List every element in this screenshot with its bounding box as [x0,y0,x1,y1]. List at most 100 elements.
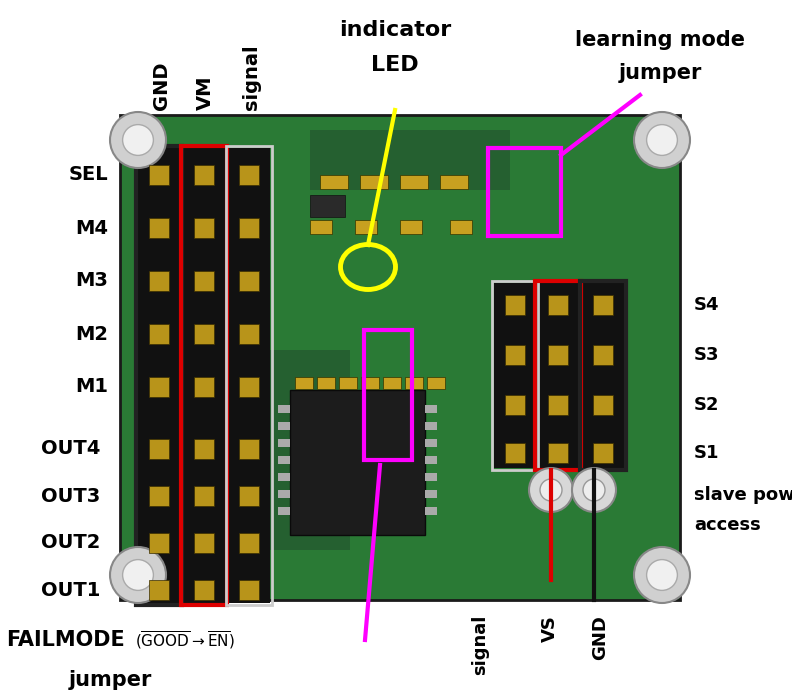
Text: M3: M3 [75,272,108,290]
Bar [425,422,437,430]
Bar [239,324,259,344]
Bar [290,390,425,535]
Bar [194,165,214,185]
Bar [181,146,227,605]
Bar [492,281,538,470]
Circle shape [110,112,166,168]
Circle shape [646,125,677,155]
Bar [149,324,169,344]
Text: OUT3: OUT3 [40,486,100,505]
Bar [278,473,290,481]
Bar [278,439,290,447]
Bar [364,330,412,460]
Bar [278,507,290,515]
Bar [317,377,335,389]
Bar [120,115,680,600]
Bar [339,377,357,389]
Bar [593,345,613,365]
Bar [310,220,332,234]
Text: ($\overline{\rm GOOD}{\rightarrow}\overline{\rm EN}$): ($\overline{\rm GOOD}{\rightarrow}\overl… [135,629,235,651]
Text: M4: M4 [75,218,108,237]
Bar [149,271,169,291]
Text: access: access [694,516,761,534]
Bar [593,443,613,463]
Bar [194,486,214,506]
Bar [400,220,422,234]
Bar [136,146,182,605]
Bar [548,345,568,365]
Bar [239,533,259,553]
Text: OUT2: OUT2 [40,533,100,552]
Bar [149,439,169,459]
Bar [239,377,259,397]
Bar [425,473,437,481]
Bar [228,148,270,603]
Bar [582,283,624,468]
Bar [450,220,472,234]
Bar [537,283,579,468]
Text: M2: M2 [75,325,108,344]
Text: indicator: indicator [339,20,451,40]
Bar [400,175,428,189]
Bar [355,220,377,234]
Bar [149,218,169,238]
Circle shape [646,559,677,590]
Bar [440,175,468,189]
Bar [361,377,379,389]
Text: GND: GND [153,62,172,110]
Bar [194,324,214,344]
Text: VS: VS [541,615,559,642]
Bar [239,218,259,238]
Bar [405,377,423,389]
Text: jumper: jumper [619,63,702,83]
Text: OUT1: OUT1 [40,580,100,599]
Bar [310,195,345,217]
Bar [183,148,225,603]
Circle shape [123,125,154,155]
Bar [250,350,350,550]
Bar [149,533,169,553]
Text: signal: signal [471,615,489,675]
Text: M1: M1 [75,377,108,396]
Bar [239,439,259,459]
Bar [138,148,180,603]
Bar [278,422,290,430]
Bar [427,377,445,389]
Circle shape [572,468,616,512]
Bar [488,148,561,236]
Text: S3: S3 [694,346,719,364]
Bar [425,405,437,413]
Bar [149,165,169,185]
Bar [425,490,437,498]
Text: SEL: SEL [68,165,108,185]
Bar [149,486,169,506]
Bar [278,456,290,464]
Bar [505,443,525,463]
Bar [360,175,388,189]
Bar [320,175,348,189]
Circle shape [634,112,690,168]
Bar [295,377,313,389]
Bar [239,580,259,600]
Bar [593,295,613,315]
Text: S1: S1 [694,444,719,462]
Text: GND: GND [591,615,609,660]
Text: learning mode: learning mode [575,30,745,50]
Bar [505,395,525,415]
Bar [494,283,536,468]
Text: VM: VM [196,76,215,110]
Bar [425,507,437,515]
Bar [548,295,568,315]
Bar [226,146,272,605]
Text: S4: S4 [694,296,719,314]
Bar [425,456,437,464]
Bar [194,580,214,600]
Bar [548,443,568,463]
Bar [505,295,525,315]
Circle shape [529,468,573,512]
Text: signal: signal [242,44,261,110]
Circle shape [540,479,562,501]
Text: FAILMODE: FAILMODE [6,630,125,650]
Bar [239,165,259,185]
Bar [194,533,214,553]
